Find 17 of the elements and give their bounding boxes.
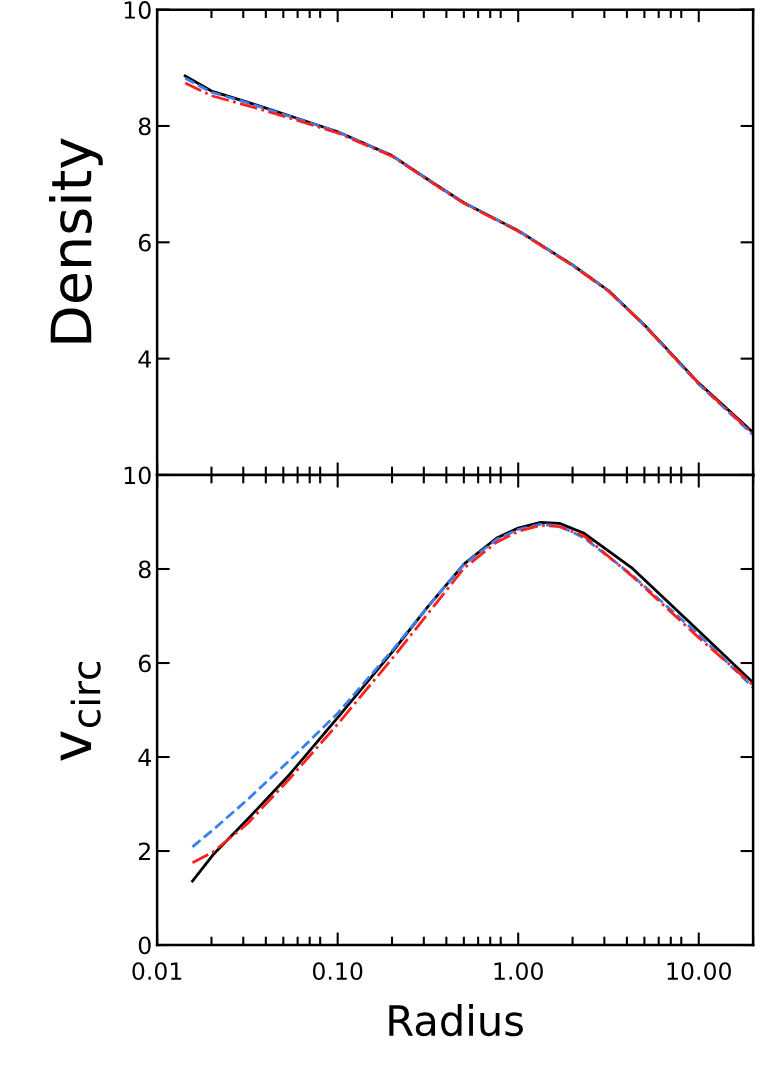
y-tick-label: 6 (138, 233, 151, 252)
y-tick-label: 4 (138, 748, 151, 766)
x-axis-title: Radius (389, 1004, 523, 1037)
x-tick-label: 10.00 (667, 962, 731, 980)
y-tick-label: 10 (124, 1, 151, 19)
x-tick-label: 0.10 (312, 962, 363, 980)
y-tick-label: 6 (138, 654, 151, 673)
y-tick-label: 4 (138, 350, 151, 368)
y-axis-title: v$_{circ}$ (60, 661, 101, 761)
y-tick-label: 10 (124, 466, 151, 485)
x-tick-label: 0.01 (132, 962, 182, 980)
y-tick-label: 0 (138, 936, 151, 955)
y-tick-label: 8 (138, 117, 151, 136)
x-tick-label: 1.00 (494, 962, 543, 980)
y-axis-title: Density (49, 138, 103, 343)
y-tick-label: 8 (138, 560, 151, 579)
y-tick-label: 2 (138, 842, 150, 861)
